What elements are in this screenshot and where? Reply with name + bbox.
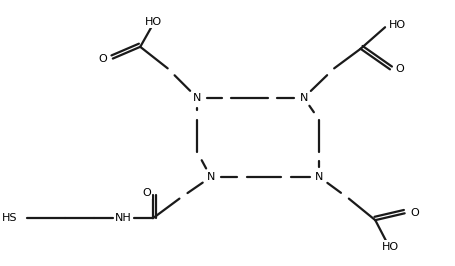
Text: HO: HO [380,242,398,252]
Text: O: O [142,188,151,198]
Text: HO: HO [144,17,161,27]
Text: N: N [192,93,201,103]
Text: N: N [299,93,307,103]
Text: O: O [98,53,107,64]
Text: N: N [314,172,323,182]
Text: HO: HO [388,20,405,30]
Text: O: O [410,208,419,218]
Text: O: O [395,64,404,74]
Text: N: N [206,172,214,182]
Text: HS: HS [2,213,18,223]
Text: NH: NH [115,213,131,223]
